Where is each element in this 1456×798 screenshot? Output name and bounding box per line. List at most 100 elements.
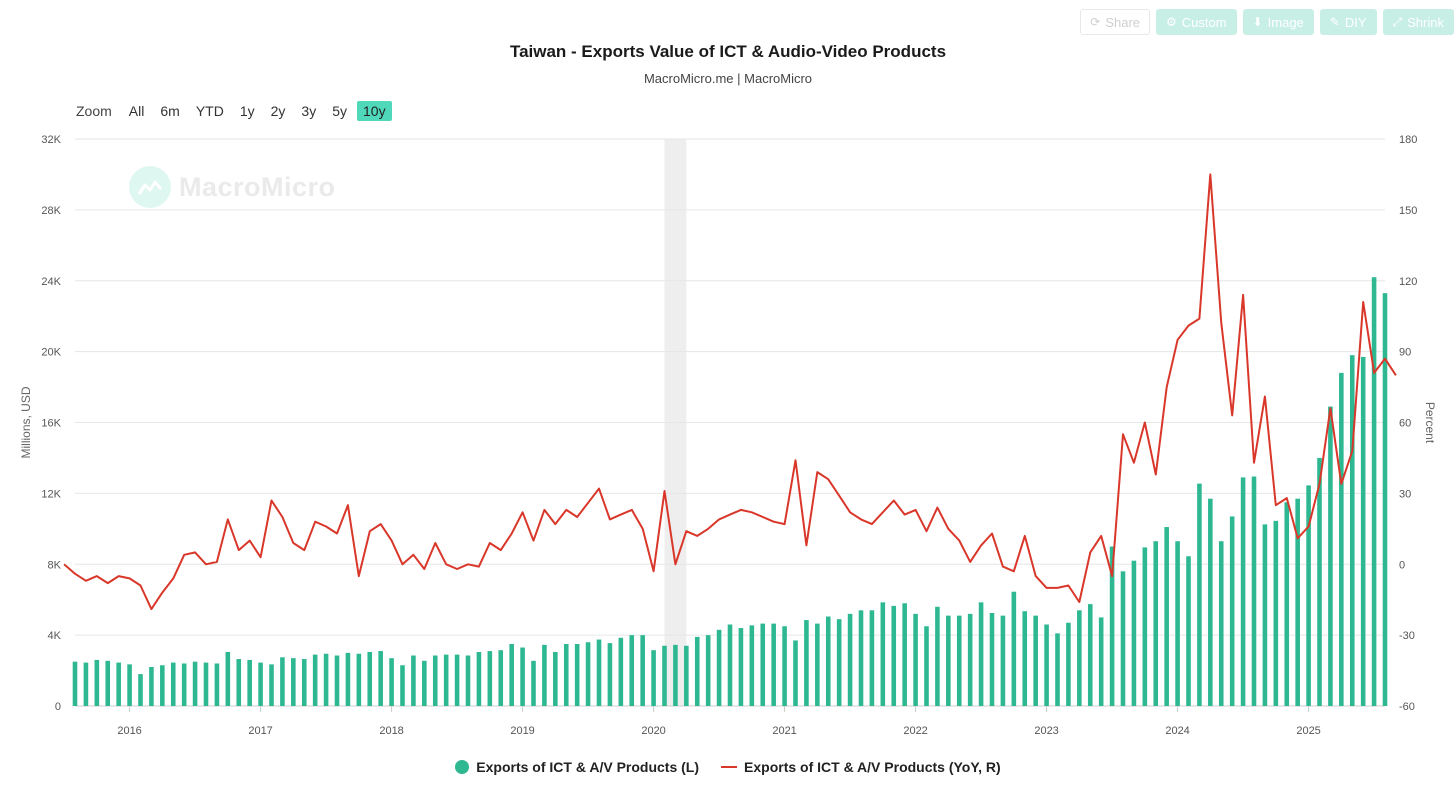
image-button-label: Image xyxy=(1267,14,1304,30)
legend-label-exports: Exports of ICT & A/V Products (L) xyxy=(476,759,700,775)
bar xyxy=(574,643,580,706)
share-button-label: Share xyxy=(1105,14,1141,30)
left-axis-title: Millions, USD xyxy=(19,386,33,458)
x-axis-tick-label: 2017 xyxy=(248,725,272,737)
bar xyxy=(607,643,613,706)
right-axis-tick-label: 180 xyxy=(1399,134,1417,146)
legend-item-yoy[interactable]: Exports of ICT & A/V Products (YoY, R) xyxy=(721,759,1001,775)
chart-plot: 0 4K 8K 12K 16K 20K 24K 28K 32K -60 -30 0 30 60 90 120 1… xyxy=(19,134,1437,737)
shrink-button[interactable]: ⤢ Shrink xyxy=(1382,9,1454,35)
bar xyxy=(585,642,591,706)
bar xyxy=(312,654,318,706)
legend-bar-swatch xyxy=(455,760,470,774)
bar xyxy=(869,610,875,706)
bar xyxy=(596,639,602,706)
bar xyxy=(1055,633,1060,706)
bar xyxy=(1131,560,1137,706)
left-axis-tick-label: 0 xyxy=(55,701,61,713)
bar xyxy=(847,613,853,706)
bar xyxy=(1240,477,1246,706)
x-axis-tick-label: 2018 xyxy=(379,725,403,737)
bar xyxy=(181,663,187,706)
bar xyxy=(1251,476,1257,706)
bar xyxy=(225,651,231,706)
bar xyxy=(389,658,394,706)
shrink-icon: ⤢ xyxy=(1392,15,1403,29)
bar xyxy=(269,664,274,706)
left-axis-tick-label: 28K xyxy=(41,205,61,217)
image-button[interactable]: ⬇ Image xyxy=(1242,9,1314,35)
x-axis-tick-label: 2019 xyxy=(510,725,534,737)
bar xyxy=(956,615,962,706)
bar xyxy=(563,643,569,706)
right-axis-tick-label: -60 xyxy=(1399,701,1415,713)
zoom-3y-button[interactable]: 3y xyxy=(301,103,317,119)
bar xyxy=(825,616,831,706)
bar xyxy=(1349,355,1355,706)
bar xyxy=(116,662,121,706)
bar xyxy=(836,619,842,706)
bar xyxy=(1229,516,1235,706)
x-axis-tick-label: 2021 xyxy=(772,725,796,737)
bar xyxy=(247,659,252,706)
share-button[interactable]: ⟳ Share xyxy=(1080,9,1151,35)
bar xyxy=(1284,502,1290,706)
bar xyxy=(629,635,635,706)
zoom-2y-button[interactable]: 2y xyxy=(270,103,286,119)
x-axis-tick-label: 2023 xyxy=(1034,725,1058,737)
bar xyxy=(967,613,973,706)
x-axis-tick-label: 2020 xyxy=(641,725,665,737)
bar xyxy=(378,651,383,706)
zoom-ytd-button[interactable]: YTD xyxy=(195,103,224,119)
zoom-5y-button[interactable]: 5y xyxy=(332,103,347,119)
bar xyxy=(138,674,143,706)
bar xyxy=(891,605,897,706)
bar xyxy=(902,603,907,706)
x-axis-tick-label: 2025 xyxy=(1296,725,1320,737)
bar xyxy=(738,628,744,706)
bar xyxy=(1262,524,1268,706)
right-axis-tick-label: 30 xyxy=(1399,488,1411,500)
bar xyxy=(454,654,460,706)
chart-subtitle: MacroMicro.me | MacroMicro xyxy=(643,71,813,86)
zoom-10y-button[interactable]: 10y xyxy=(357,101,392,121)
zoom-6m-button[interactable]: 6m xyxy=(160,103,180,119)
bar xyxy=(400,665,405,706)
bar xyxy=(1033,615,1038,706)
right-axis-tick-label: 0 xyxy=(1399,559,1405,571)
custom-button[interactable]: ⚙ Custom xyxy=(1156,9,1237,35)
bar xyxy=(1186,556,1191,706)
bar xyxy=(422,660,427,706)
bar xyxy=(1077,610,1082,706)
bar xyxy=(1175,541,1180,706)
bar xyxy=(716,629,722,706)
legend-item-exports[interactable]: Exports of ICT & A/V Products (L) xyxy=(455,759,699,775)
bar xyxy=(913,613,918,706)
diy-button-label: DIY xyxy=(1344,14,1367,30)
bar xyxy=(1306,485,1311,706)
bar xyxy=(1109,546,1115,706)
zoom-all-button[interactable]: All xyxy=(128,103,145,119)
bar xyxy=(858,610,864,706)
bar xyxy=(935,606,940,706)
download-icon: ⬇ xyxy=(1252,15,1263,29)
left-axis-tick-label: 32K xyxy=(41,134,61,146)
zoom-1y-button[interactable]: 1y xyxy=(239,103,255,119)
bar xyxy=(1011,591,1017,706)
bar xyxy=(531,660,536,706)
bar xyxy=(203,662,209,706)
bar xyxy=(105,660,111,706)
bar xyxy=(334,655,340,706)
bar xyxy=(705,635,711,706)
bar xyxy=(553,651,558,706)
bar xyxy=(978,602,984,706)
bar xyxy=(411,655,416,706)
bar xyxy=(542,644,547,706)
share-icon: ⟳ xyxy=(1090,15,1101,29)
diy-button[interactable]: ✎ DIY xyxy=(1319,9,1377,35)
bar xyxy=(1087,604,1093,706)
right-axis-tick-label: 90 xyxy=(1399,347,1411,359)
right-axis-tick-label: 120 xyxy=(1399,276,1417,288)
bar xyxy=(1142,547,1148,706)
right-axis-title: Percent xyxy=(1423,402,1437,444)
